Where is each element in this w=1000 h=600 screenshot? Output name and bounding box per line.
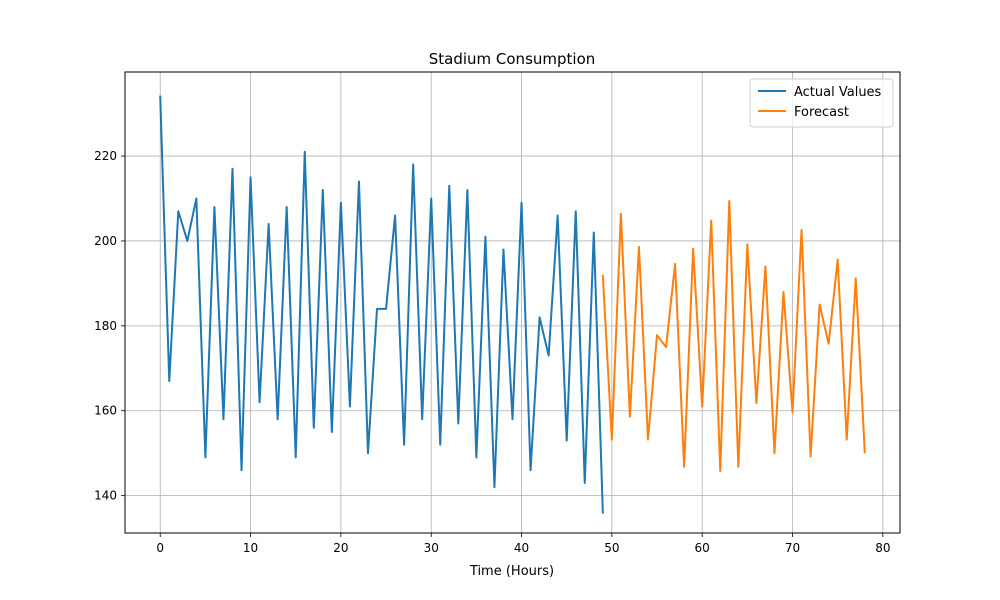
axis-ticks: 0 10 20 30 40 50 60 70 80 140 160 180 200 220 (94, 149, 890, 555)
y-tick-label: 220 (94, 149, 117, 163)
x-tick-label: 40 (514, 541, 529, 555)
y-tick-label: 180 (94, 319, 117, 333)
x-tick-label: 0 (156, 541, 164, 555)
x-tick-label: 20 (333, 541, 348, 555)
x-tick-label: 80 (875, 541, 890, 555)
x-axis-label: Time (Hours) (469, 564, 554, 579)
series-line-forecast (601, 200, 866, 473)
x-tick-label: 50 (604, 541, 619, 555)
x-tick-label: 30 (424, 541, 439, 555)
chart-title: Stadium Consumption (429, 50, 596, 68)
x-tick-label: 10 (243, 541, 258, 555)
legend-label: Forecast (794, 105, 849, 120)
x-tick-label: 70 (785, 541, 800, 555)
legend-label: Actual Values (794, 85, 882, 100)
y-tick-label: 140 (94, 489, 117, 503)
y-tick-label: 200 (94, 234, 117, 248)
x-tick-label: 60 (695, 541, 710, 555)
y-tick-label: 160 (94, 404, 117, 418)
plot-lines (159, 95, 866, 514)
plot-frame (124, 71, 901, 534)
series-line-actual-values (159, 95, 604, 514)
legend: Actual Values Forecast (749, 78, 894, 128)
